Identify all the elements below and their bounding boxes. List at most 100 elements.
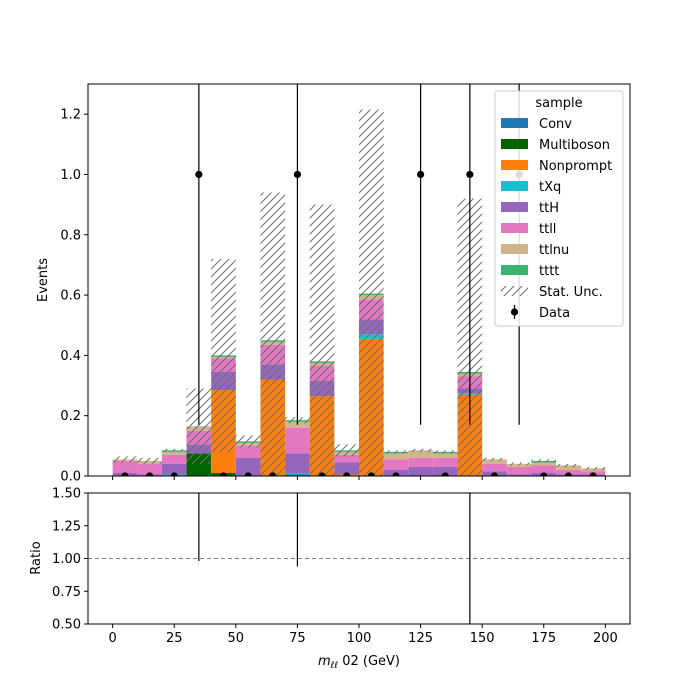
- legend-label: Data: [539, 306, 570, 321]
- stat-unc-5: [112, 456, 138, 463]
- bar-ttlnu-25: [161, 451, 187, 455]
- bar-ttlnu-185: [556, 465, 581, 470]
- ratio-error-bars: [198, 493, 471, 624]
- ratio-y-tick-label: 1.00: [52, 552, 81, 567]
- stat-unc-175: [531, 459, 557, 463]
- ratio-y-tick-label: 1.50: [52, 487, 81, 502]
- bar-ttH-25: [161, 463, 187, 475]
- stat-unc-125: [408, 448, 433, 452]
- bar-ttll-125: [408, 457, 433, 467]
- data-point-85: [318, 472, 326, 476]
- legend-swatch: [501, 139, 528, 149]
- y-tick-label: 0.2: [60, 409, 81, 424]
- ratio-axes-frame: [87, 492, 631, 625]
- bar-ttll-135: [432, 457, 458, 467]
- data-point-25: [170, 472, 178, 476]
- data-point-195: [589, 472, 597, 476]
- data-point-5: [121, 472, 129, 476]
- bar-ttlnu-175: [531, 462, 557, 466]
- legend-label: Conv: [539, 117, 572, 132]
- bar-ttH-135: [432, 466, 458, 476]
- stat-unc-195: [580, 466, 606, 470]
- ratio-y-tick-label: 0.75: [52, 585, 81, 600]
- data-points: [121, 84, 597, 476]
- legend-item-Stat. Unc.: Stat. Unc.: [501, 285, 603, 300]
- stat-unc-155: [482, 457, 507, 461]
- legend-swatch: [501, 160, 528, 170]
- legend-item-Multiboson: Multiboson: [501, 138, 610, 153]
- legend-swatch: [501, 118, 528, 128]
- data-point-105: [367, 472, 375, 476]
- stat-unc-55: [235, 435, 261, 448]
- legend-items: Conv Multiboson Nonprompt tXq ttH ttll ttlnu tt…: [501, 117, 612, 321]
- ratio-panel: 0.50 0.75 1.00 1.25 1.50 0 25 50 75 100 125 150 175…: [29, 487, 631, 671]
- legend-swatch-hatch: [501, 286, 528, 296]
- legend-swatch: [501, 223, 528, 233]
- legend-item-ttll: ttll: [501, 222, 556, 237]
- data-point-45: [219, 472, 228, 476]
- legend-swatch: [501, 181, 528, 191]
- bar-ttll-165: [506, 466, 532, 475]
- bar-ttll-115: [383, 459, 409, 470]
- stat-unc-15: [137, 457, 162, 464]
- stat-unc-135: [432, 450, 458, 454]
- bar-ttll-185: [556, 469, 581, 475]
- data-point-55: [244, 472, 252, 476]
- data-point-115: [392, 472, 400, 476]
- x-axis-ticks: 0 25 50 75 100 125 150 175 200: [108, 624, 618, 646]
- legend-label: ttH: [539, 201, 559, 216]
- x-tick-label: 25: [166, 631, 183, 646]
- stat-unc-25: [161, 448, 187, 452]
- data-point-75: [293, 170, 302, 179]
- x-tick-label: 125: [408, 631, 433, 646]
- stat-unc-85: [309, 204, 335, 476]
- legend-label: Multiboson: [539, 138, 610, 153]
- y-tick-label: 0.6: [60, 289, 81, 304]
- legend-title: sample: [535, 96, 582, 111]
- x-tick-label: 0: [108, 631, 116, 646]
- stat-unc-45: [211, 258, 236, 452]
- legend-label: tttt: [539, 264, 559, 279]
- x-axis-label-suffix: 02 (GeV): [338, 654, 400, 669]
- x-tick-label: 100: [347, 631, 372, 646]
- x-tick-label: 150: [470, 631, 495, 646]
- data-point-135: [441, 472, 449, 476]
- data-point-95: [343, 472, 351, 476]
- bar-ttH-55: [235, 457, 261, 476]
- legend: sample Conv Multiboson Nonprompt tXq ttH ttll…: [494, 90, 624, 327]
- bar-ttH-75: [285, 453, 310, 473]
- legend-swatch: [501, 244, 528, 254]
- x-tick-label: 200: [593, 631, 618, 646]
- ratio-y-axis-label: Ratio: [29, 541, 44, 574]
- bar-tXq-75: [285, 472, 310, 475]
- data-point-175: [540, 472, 548, 476]
- y-tick-label: 1.2: [60, 108, 81, 123]
- legend-label: Stat. Unc.: [539, 285, 603, 300]
- bar-ttlnu-125: [408, 450, 433, 458]
- bar-ttll-175: [531, 465, 557, 473]
- data-point-155: [490, 472, 499, 476]
- y-tick-label: 0.8: [60, 228, 81, 243]
- bar-ttll-95: [334, 454, 359, 463]
- bar-ttlnu-155: [482, 459, 507, 464]
- data-point-15: [145, 472, 154, 476]
- bar-ttll-55: [235, 445, 261, 458]
- stat-unc-65: [260, 192, 286, 476]
- stat-unc-165: [506, 462, 532, 466]
- data-point-125: [416, 170, 425, 179]
- stat-unc-185: [556, 463, 581, 467]
- y-axis-ticks: 0.0 0.2 0.4 0.6 0.8 1.0 1.2: [60, 108, 88, 485]
- bar-ttlnu-165: [506, 463, 532, 467]
- bar-ttll-15: [137, 463, 162, 475]
- bar-ttH-165: [506, 474, 532, 476]
- x-tick-label: 75: [289, 631, 306, 646]
- legend-item-tttt: tttt: [501, 264, 559, 279]
- bar-ttlnu-115: [383, 453, 409, 460]
- bar-ttH-125: [408, 466, 433, 476]
- y-tick-label: 0.4: [60, 349, 81, 364]
- legend-item-Nonprompt: Nonprompt: [501, 159, 612, 174]
- legend-swatch: [501, 202, 528, 212]
- y-axis-label: Events: [36, 258, 51, 302]
- x-tick-label: 50: [228, 631, 245, 646]
- bar-ttll-155: [482, 463, 507, 472]
